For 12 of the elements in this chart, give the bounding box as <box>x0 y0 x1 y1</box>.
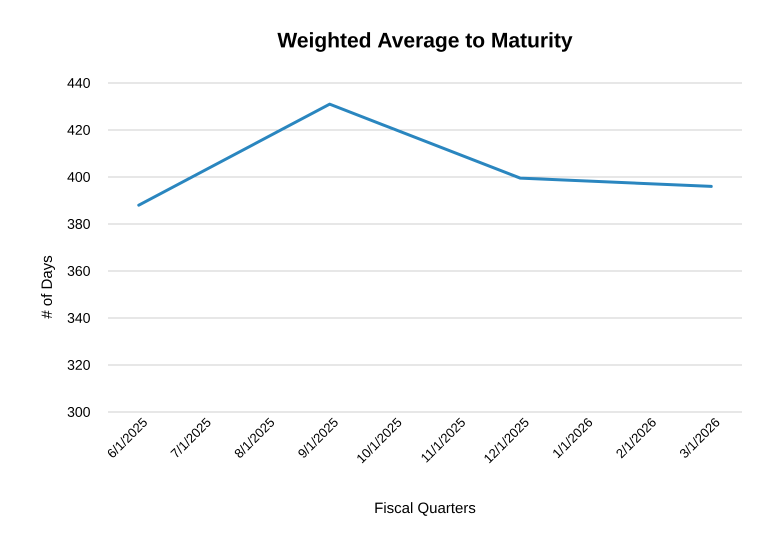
chart-title: Weighted Average to Maturity <box>277 32 572 52</box>
y-axis-title: # of Days <box>41 256 55 319</box>
y-tick-label: 420 <box>67 125 90 135</box>
y-tick-label: 300 <box>68 407 90 417</box>
x-axis-title: Fiscal Quarters <box>375 502 476 516</box>
y-tick-label: 360 <box>68 266 90 276</box>
y-tick-label: 400 <box>67 172 90 182</box>
y-tick-label: 380 <box>68 219 90 229</box>
y-tick-label: 340 <box>68 313 90 323</box>
line-series <box>137 102 713 207</box>
y-tick-label: 320 <box>68 360 90 370</box>
y-tick-label: 440 <box>67 78 90 88</box>
